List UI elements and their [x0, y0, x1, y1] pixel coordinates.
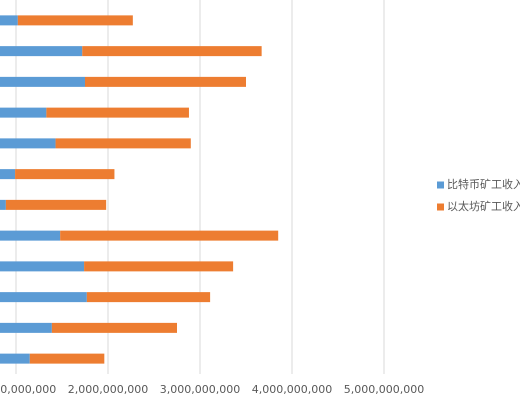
- bar-segment: [0, 107, 47, 118]
- bar-segment: [46, 107, 189, 118]
- x-tick-label: 2,000,000,000: [68, 383, 148, 396]
- bar-segment: [0, 15, 18, 26]
- bar-segment: [0, 169, 16, 180]
- bar-segment: [15, 169, 115, 180]
- x-tick-label: 3,000,000,000: [160, 383, 240, 396]
- bar-segment: [86, 292, 211, 303]
- bar-segment: [0, 353, 30, 364]
- legend-label: 以太坊矿工收入: [447, 199, 520, 213]
- bar-segment: [0, 199, 6, 210]
- bar-segment: [0, 292, 87, 303]
- bar-segment: [60, 230, 279, 241]
- legend-swatch: [437, 203, 444, 211]
- bar-segment: [84, 261, 234, 272]
- bar-segment: [55, 138, 191, 149]
- bar-segment: [0, 46, 83, 57]
- bar-segment: [82, 46, 262, 57]
- x-tick-label: 4,000,000,000: [252, 383, 332, 396]
- legend-label: 比特币矿工收入: [447, 177, 520, 191]
- legend-swatch: [437, 181, 444, 189]
- bar-segment: [85, 76, 246, 87]
- bar-segment: [0, 138, 56, 149]
- x-tick-label: 5,000,000,000: [344, 383, 424, 396]
- bar-segment: [5, 199, 107, 210]
- bar-segment: [0, 76, 85, 87]
- x-tick-label: 1,000,000,000: [0, 383, 56, 396]
- bar-segment: [0, 230, 61, 241]
- bar-segment: [17, 15, 133, 26]
- bar-segment: [0, 322, 52, 333]
- bar-segment: [51, 322, 177, 333]
- bar-segment: [29, 353, 105, 364]
- bar-segment: [0, 261, 85, 272]
